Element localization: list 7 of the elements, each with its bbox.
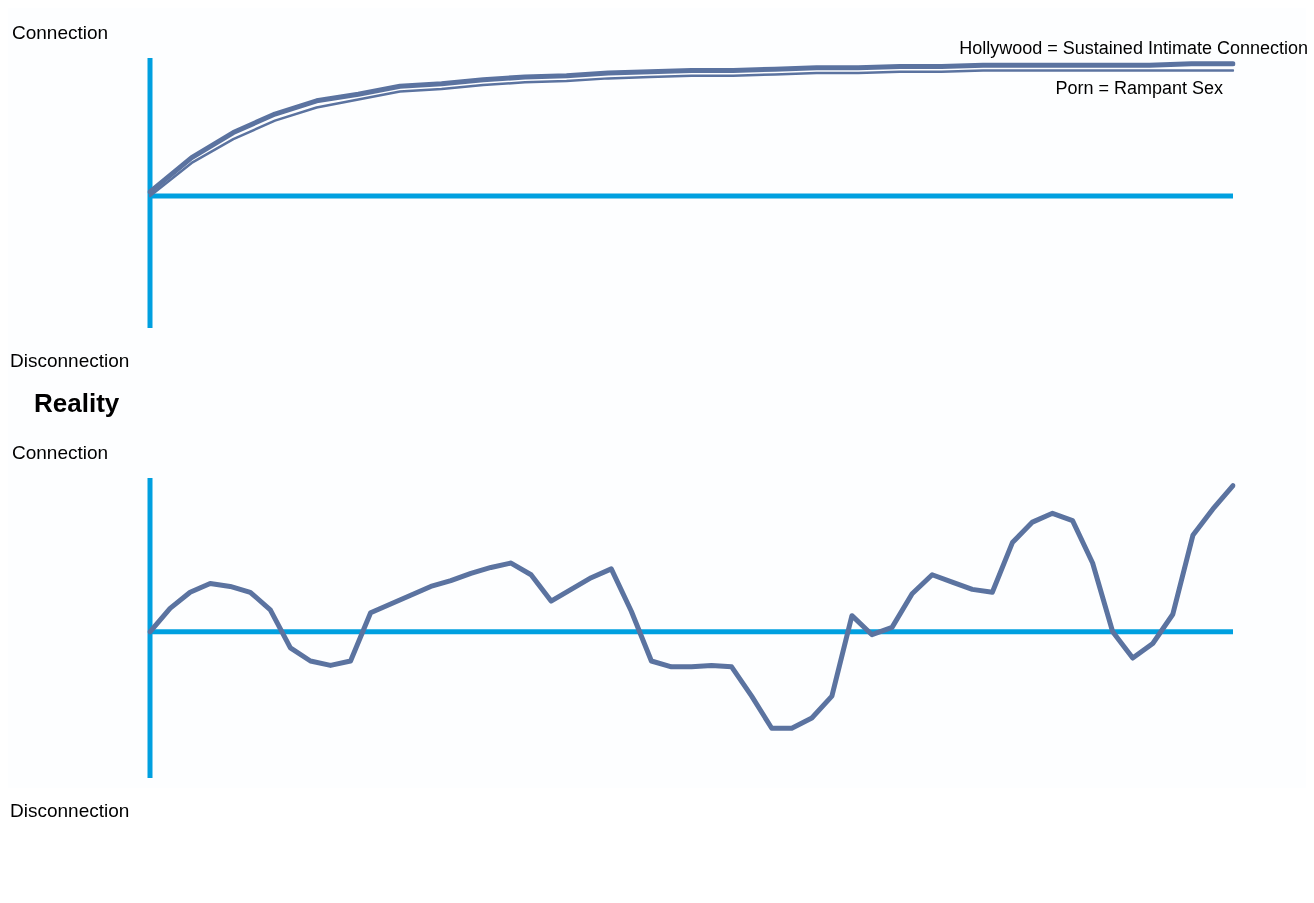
chart-title: Reality (33, 387, 121, 420)
series-label: Hollywood = Sustained Intimate Connection (959, 37, 1308, 58)
series-label: Porn = Rampant Sex (1055, 78, 1223, 99)
text: Connection (12, 442, 109, 464)
text: Disconnection (10, 350, 131, 372)
text: Connection (12, 22, 109, 44)
text: Disconnection (10, 800, 131, 822)
